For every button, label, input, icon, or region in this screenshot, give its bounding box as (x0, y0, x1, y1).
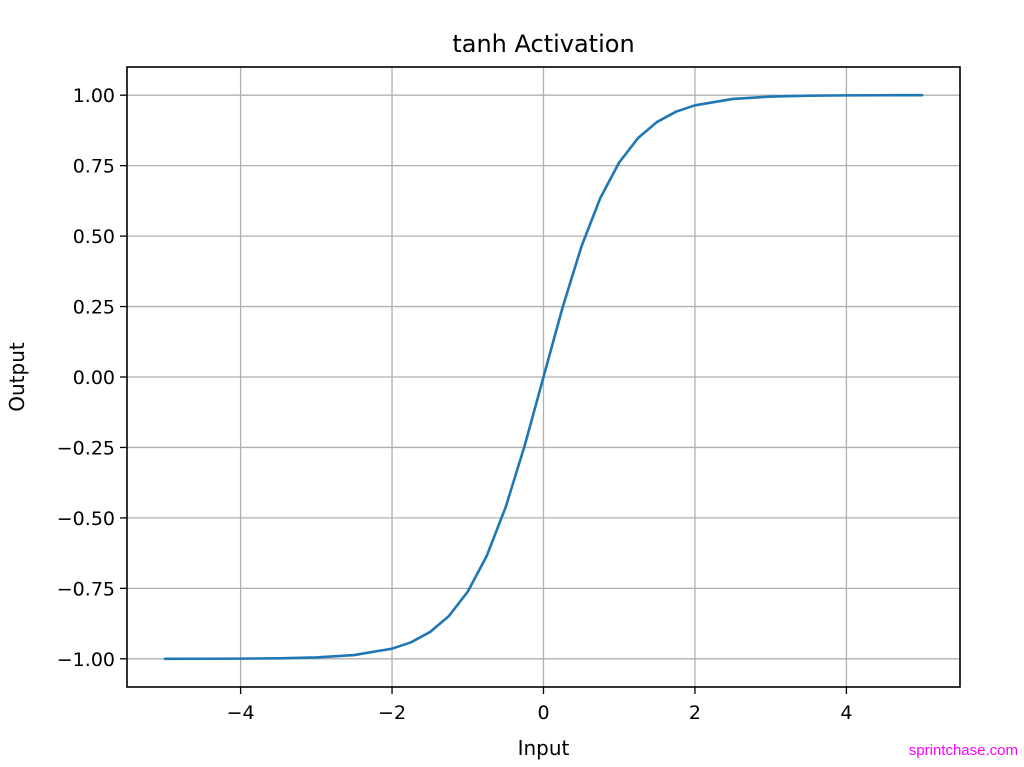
y-tick-label: 0.75 (73, 156, 115, 178)
x-tick-label: −4 (227, 702, 255, 724)
y-tick-label: −1.00 (57, 649, 115, 671)
chart-title: tanh Activation (452, 30, 634, 58)
y-tick-label: −0.25 (57, 437, 115, 459)
x-tick-label: 2 (689, 702, 701, 724)
axis-ticks: −4 −2 0 2 4 −1.00 −0.75 −0.50 −0.25 0.00 0.25 0.50 0… (57, 85, 853, 724)
x-tick-label: 0 (537, 702, 549, 724)
y-tick-label: 0.50 (73, 226, 115, 248)
y-tick-label: 1.00 (73, 85, 115, 107)
x-tick-label: 4 (840, 702, 852, 724)
x-tick-label: −2 (378, 702, 406, 724)
y-tick-label: −0.50 (57, 508, 115, 530)
x-axis-label: Input (518, 736, 570, 760)
y-axis-label: Output (5, 342, 29, 412)
y-tick-label: −0.75 (57, 578, 115, 600)
watermark: sprintchase.com (908, 742, 1018, 759)
tanh-series-line (163, 93, 924, 661)
y-tick-label: 0.25 (73, 297, 115, 319)
y-tick-label: 0.00 (73, 367, 115, 389)
